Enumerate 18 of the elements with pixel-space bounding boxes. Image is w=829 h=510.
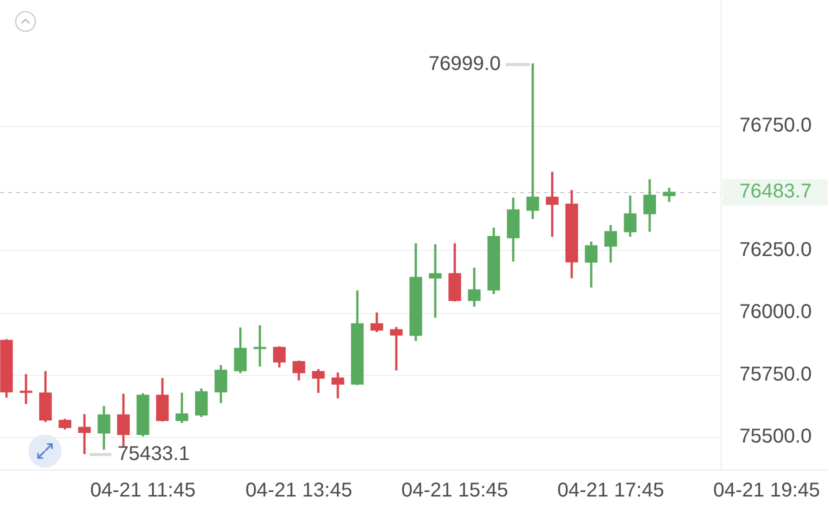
candlestick [428, 244, 442, 318]
y-tick-label: 76750.0 [739, 114, 812, 136]
x-tick-label: 04-21 13:45 [245, 480, 352, 502]
y-tick-label: 75500.0 [739, 426, 812, 448]
annotation: 76999.0 [428, 53, 501, 76]
ref-line-label: 76483.7 [739, 180, 812, 203]
candlestick [254, 325, 266, 366]
x-tick-label: 04-21 15:45 [401, 480, 508, 502]
candlestick [546, 172, 559, 237]
x-tick-label: 04-21 11:45 [90, 480, 196, 502]
x-tick-label: 04-21 19:45 [713, 480, 820, 502]
x-tick-label: 04-21 17:45 [557, 480, 664, 502]
y-tick-label: 76000.0 [739, 301, 812, 324]
candlestick [390, 326, 403, 370]
y-tick-label: 75750.0 [739, 363, 812, 386]
annotation: 75433.1 [117, 443, 190, 466]
y-tick-label: 76250.0 [739, 238, 812, 261]
candlestick [526, 63, 540, 220]
